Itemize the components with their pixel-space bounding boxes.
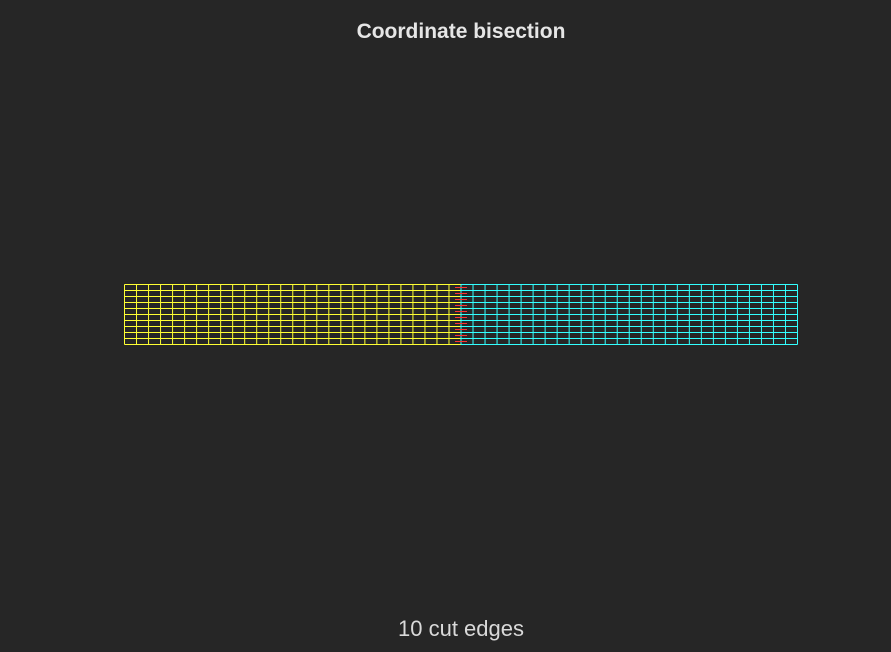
diagram-title: Coordinate bisection <box>356 20 566 43</box>
cut-edges <box>454 287 468 342</box>
cut-edges-caption: 10 cut edges <box>398 616 524 641</box>
partition-1 <box>124 284 462 345</box>
partition-2 <box>460 284 798 345</box>
